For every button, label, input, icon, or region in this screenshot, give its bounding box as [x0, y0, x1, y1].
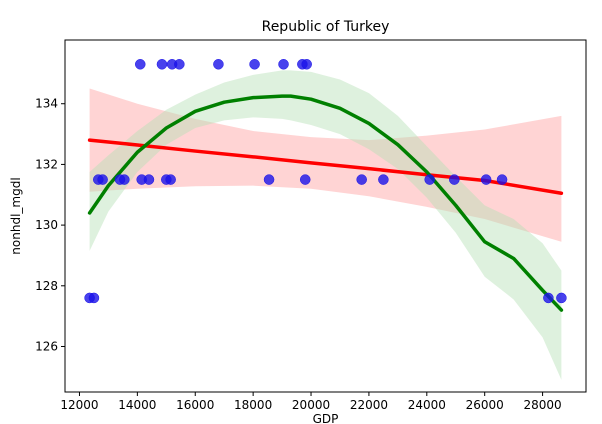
confidence-band-1	[89, 70, 562, 380]
data-point	[556, 292, 567, 304]
x-tick-label: 24000	[408, 398, 446, 412]
y-tick-label: 130	[35, 218, 58, 232]
data-point	[156, 59, 168, 70]
y-tick-label: 134	[35, 97, 58, 111]
x-tick-label: 14000	[118, 398, 156, 412]
data-point	[213, 59, 224, 70]
x-tick-label: 20000	[292, 398, 330, 412]
x-tick-label: 16000	[176, 398, 214, 412]
data-point	[378, 174, 389, 185]
data-point	[263, 174, 275, 185]
data-point	[301, 59, 312, 70]
data-point	[119, 174, 130, 185]
x-tick-label: 26000	[466, 398, 504, 412]
x-tick-label: 28000	[523, 398, 561, 412]
x-tick-label: 22000	[350, 398, 388, 412]
y-axis-label: nonhdl_mgdl	[9, 177, 23, 254]
data-point	[278, 59, 289, 70]
data-point	[249, 59, 260, 70]
x-axis-label: GDP	[313, 412, 339, 424]
plot-frame	[64, 39, 587, 393]
scatter-points	[84, 59, 567, 304]
confidence-bands	[89, 70, 562, 380]
fit-line-0	[87, 138, 564, 195]
data-point	[165, 174, 176, 185]
x-tick-label: 18000	[234, 398, 272, 412]
fit-lines	[87, 94, 564, 312]
data-point	[299, 174, 311, 185]
y-tick-label: 126	[35, 339, 58, 353]
data-point	[449, 174, 460, 185]
y-axis-ticks: 126 128 130 132 134	[35, 97, 65, 353]
data-point	[496, 174, 508, 185]
y-tick-label: 128	[35, 279, 58, 293]
data-point	[174, 59, 185, 70]
data-point	[143, 174, 155, 185]
data-point	[543, 292, 554, 304]
x-axis-ticks: 12000 14000 16000 18000 20000 22000 24000 26000…	[60, 392, 562, 412]
x-tick-label: 12000	[60, 398, 98, 412]
fit-line-1	[87, 94, 564, 312]
data-point	[424, 174, 435, 185]
data-point	[356, 174, 367, 185]
data-point	[480, 174, 492, 185]
data-point	[135, 59, 146, 70]
data-point	[88, 292, 100, 304]
data-point	[97, 174, 108, 185]
chart-title: Republic of Turkey	[262, 19, 390, 35]
y-tick-label: 132	[35, 157, 58, 171]
